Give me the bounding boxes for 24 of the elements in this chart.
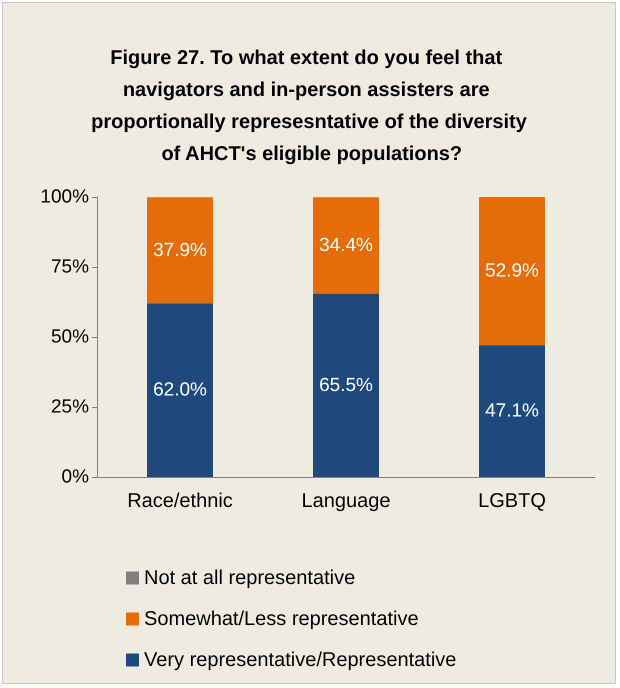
data-label: 37.9% — [153, 240, 208, 261]
bar — [147, 303, 213, 477]
data-label: 65.5% — [319, 374, 374, 396]
bar — [147, 197, 213, 304]
bar — [479, 197, 545, 346]
y-tick-label: 75% — [50, 256, 90, 278]
y-tick-label: 0% — [62, 466, 90, 488]
chart-title: Figure 27. To what extent do you feel that navigators and in-person assisters are proportionally represesntative of the diversity of AHCT's eligible populations? — [91, 47, 528, 165]
y-tick-label: 50% — [50, 326, 90, 348]
bar — [479, 345, 545, 477]
legend-label: Not at all representative — [144, 567, 356, 589]
bar — [313, 294, 379, 477]
data-label: 62.0% — [153, 380, 208, 401]
data-label: 34.4% — [319, 234, 374, 256]
x-tick-label: Race/ethnic — [127, 490, 233, 512]
legend-label: Somewhat/Less representative — [144, 608, 419, 630]
y-tick-label: 25% — [50, 396, 90, 418]
data-label: 47.1% — [485, 400, 540, 422]
y-tick-label: 100% — [40, 186, 90, 208]
bar — [313, 197, 379, 294]
x-tick-label: LGBTQ — [478, 490, 546, 512]
legend-label: Very representative/Representative — [144, 649, 456, 671]
x-tick-label: Language — [302, 490, 390, 512]
data-label: 52.9% — [485, 260, 540, 282]
